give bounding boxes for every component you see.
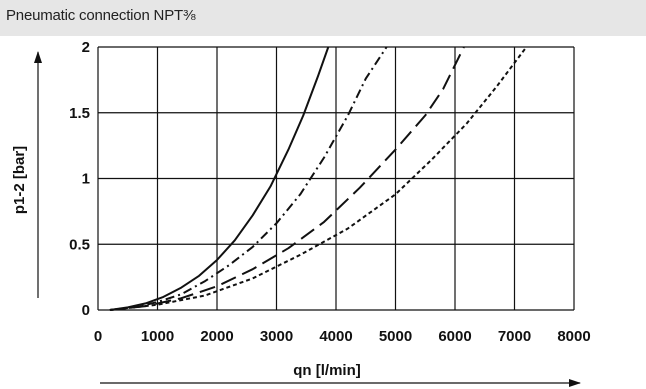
x-tick-label: 7000 <box>498 328 531 345</box>
x-tick-label: 8000 <box>557 328 590 345</box>
x-axis-title: qn [l/min] <box>293 362 361 379</box>
x-tick-label: 1000 <box>141 328 174 345</box>
series-curve-dash-dot <box>109 46 388 311</box>
chart-grid <box>97 46 575 311</box>
chart-tick-labels: 0 1000 2000 3000 4000 5000 6000 7000 8000 0 0.5 1 1.… <box>69 39 591 345</box>
series-curve-short-dash <box>109 46 528 311</box>
x-tick-label: 2000 <box>200 328 233 345</box>
x-tick-label: 6000 <box>438 328 471 345</box>
x-tick-label: 4000 <box>319 328 352 345</box>
y-tick-label: 1 <box>82 171 90 188</box>
x-tick-label: 5000 <box>379 328 412 345</box>
chart-curves <box>109 46 528 311</box>
series-curve-solid <box>109 46 330 311</box>
y-tick-label: 1.5 <box>69 105 90 122</box>
section-header: Pneumatic connection NPT⅜ <box>0 0 646 36</box>
x-tick-label: 3000 <box>260 328 293 345</box>
y-tick-label: 0 <box>82 302 90 319</box>
y-tick-label: 2 <box>82 39 90 56</box>
series-curve-long-dash <box>109 46 465 311</box>
y-tick-label: 0.5 <box>69 236 90 253</box>
section-title: Pneumatic connection NPT⅜ <box>6 7 196 24</box>
y-axis-title: p1-2 [bar] <box>11 146 28 214</box>
x-tick-label: 0 <box>94 328 102 345</box>
